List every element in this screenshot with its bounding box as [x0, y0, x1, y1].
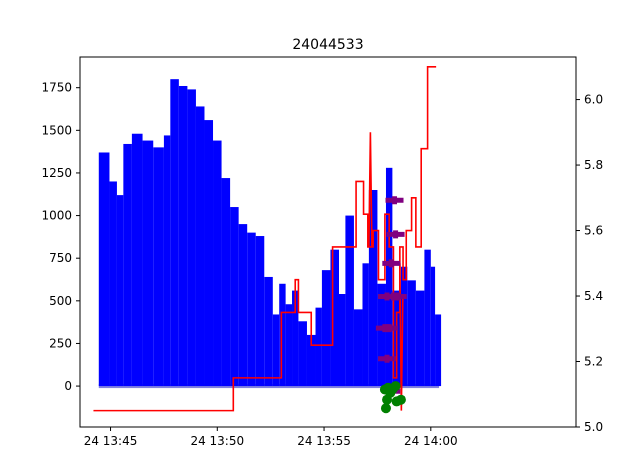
volume-bar: [142, 140, 154, 387]
volume-bar: [131, 133, 143, 387]
purple-marker: [378, 354, 397, 363]
volume-bar: [195, 106, 205, 387]
volume-bar: [285, 304, 293, 387]
volume-bar: [338, 294, 346, 387]
volume-bar: [430, 266, 436, 387]
plot-frame: [79, 56, 577, 428]
volume-bar: [109, 181, 117, 387]
volume-bar: [330, 249, 339, 387]
volume-bar: [415, 290, 425, 387]
x-tick-label: 24 13:45: [84, 434, 138, 448]
y-left-tick-label: 250: [49, 336, 72, 350]
volume-bar: [298, 321, 307, 387]
y-left-tick-label: 500: [49, 294, 72, 308]
price-spike: [399, 263, 404, 411]
green-marker: [390, 381, 401, 392]
y-right-tick-label: 5.6: [584, 224, 603, 238]
volume-bar: [187, 89, 196, 387]
y-left-tick-label: 0: [64, 379, 72, 393]
purple-marker: [388, 292, 407, 301]
volume-bar: [178, 85, 188, 387]
volume-bar: [170, 79, 179, 387]
green-marker: [380, 403, 391, 414]
volume-bar: [238, 224, 248, 387]
volume-bar: [255, 236, 265, 387]
volume-bar: [98, 152, 110, 387]
volume-bar: [407, 280, 416, 387]
price-spike: [368, 132, 373, 247]
y-left-tick-label: 1000: [41, 209, 72, 223]
volume-bar: [230, 207, 239, 387]
volume-bar: [377, 283, 386, 387]
y-right-tick-label: 5.8: [584, 158, 603, 172]
y-left-tick-label: 1750: [41, 81, 72, 95]
purple-marker: [382, 259, 401, 268]
y-right-tick-label: 5.4: [584, 289, 603, 303]
volume-bar: [306, 334, 316, 387]
volume-bar: [153, 147, 164, 387]
x-tick-label: 24 13:55: [297, 434, 351, 448]
volume-bar: [315, 307, 322, 387]
volume-bar: [368, 189, 378, 387]
y-right-tick-label: 5.2: [584, 355, 603, 369]
volume-bar: [345, 215, 354, 387]
volume-bar: [116, 195, 124, 387]
y-left-tick-label: 1250: [41, 166, 72, 180]
purple-marker: [380, 324, 399, 333]
volume-bar: [272, 314, 280, 387]
volume-bar: [435, 314, 442, 387]
volume-bar: [321, 270, 331, 387]
price-step-line: [93, 66, 437, 412]
purple-marker: [385, 196, 404, 205]
y-left-tick-label: 1500: [41, 123, 72, 137]
x-tick-label: 24 14:00: [404, 434, 458, 448]
volume-bar: [163, 135, 171, 387]
volume-bar: [292, 290, 299, 387]
volume-bar: [123, 143, 132, 387]
volume-bar: [213, 140, 222, 387]
green-marker: [382, 394, 393, 405]
volume-bar: [400, 266, 408, 387]
volume-bar: [264, 276, 273, 387]
purple-marker: [386, 230, 405, 239]
y-right-tick-label: 5.0: [584, 420, 603, 434]
y-right-tick-label: 6.0: [584, 93, 603, 107]
chart-title: 24044533: [292, 37, 363, 53]
volume-bar: [204, 120, 214, 387]
volume-bar: [353, 309, 363, 387]
y-left-tick-label: 750: [49, 251, 72, 265]
volume-bar: [221, 178, 231, 387]
volume-bar: [424, 249, 431, 387]
green-marker: [395, 394, 406, 405]
x-tick-label: 24 13:50: [190, 434, 244, 448]
volume-bar: [362, 263, 369, 387]
volume-bar: [247, 232, 256, 387]
volume-bar: [385, 167, 393, 387]
volume-bar: [279, 283, 286, 387]
